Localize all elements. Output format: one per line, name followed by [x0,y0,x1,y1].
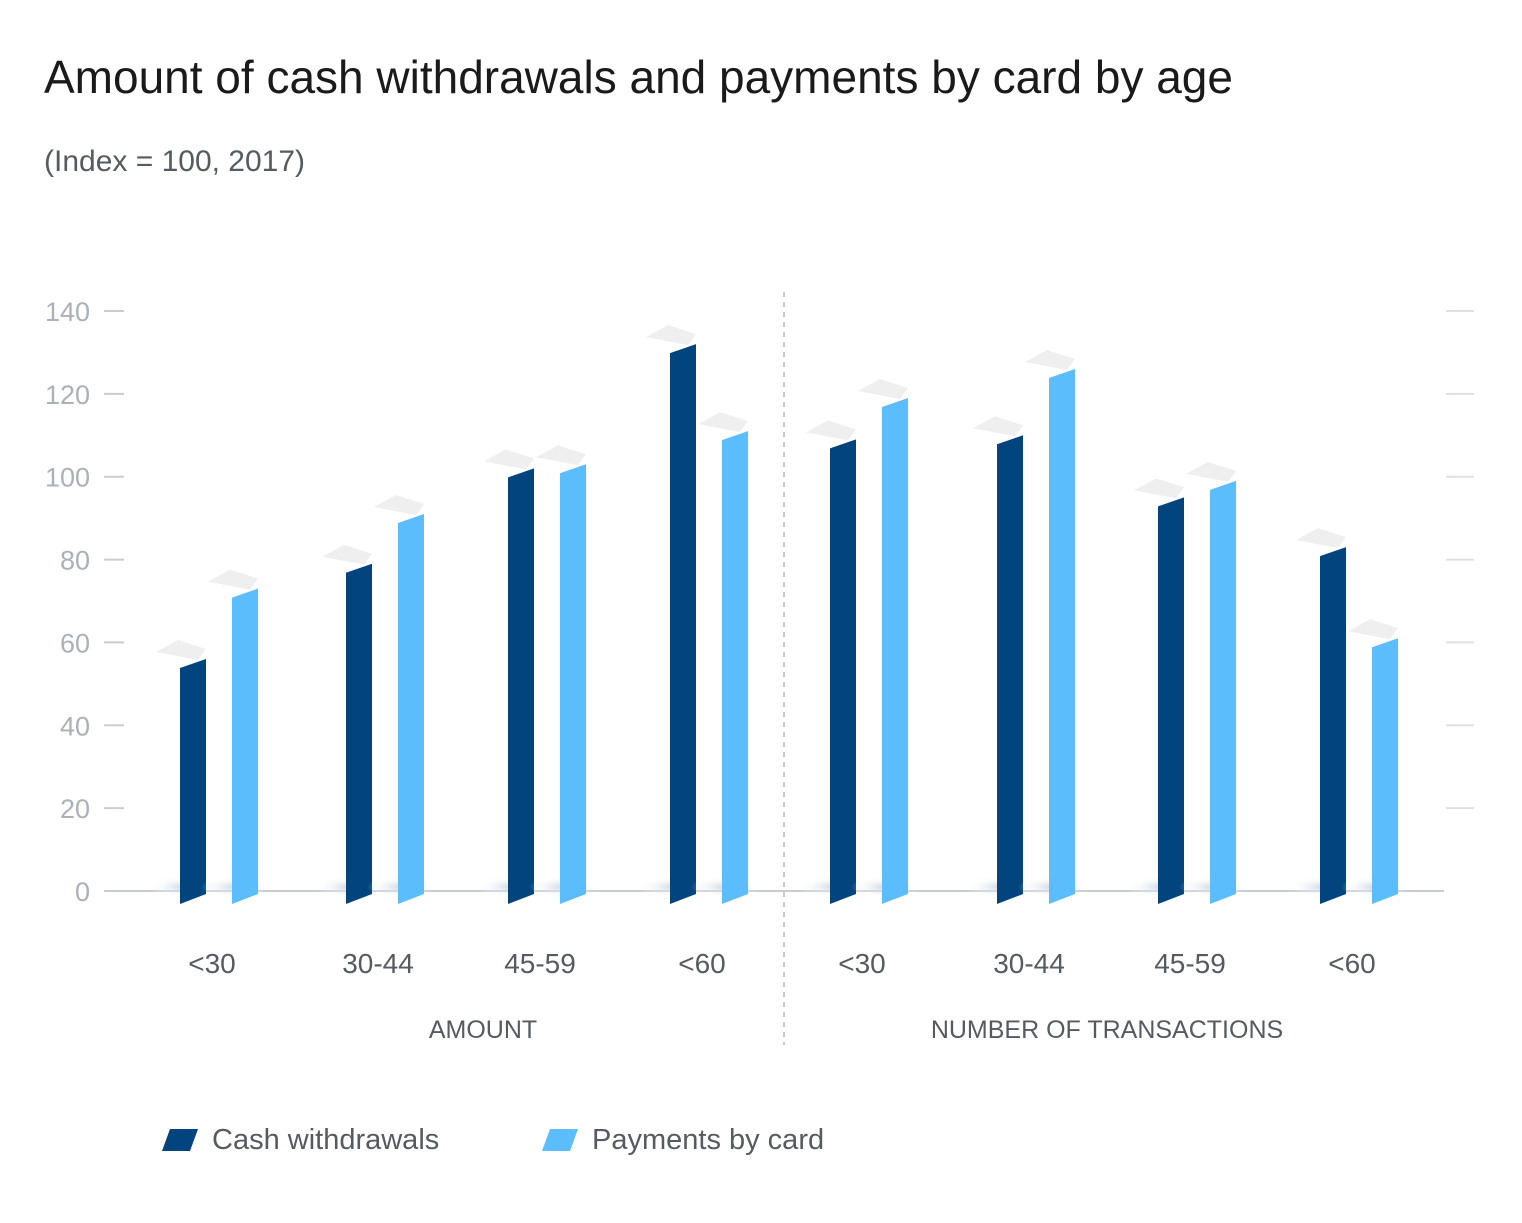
x-category-label: <60 [678,948,726,979]
y-tick-label: 40 [60,711,90,741]
bar-cap [858,379,908,399]
bar-cash-withdrawals [670,344,696,905]
bar-payments-by-card [722,431,748,904]
bar-cash-withdrawals [508,468,534,904]
chart-title: Amount of cash withdrawals and payments … [44,51,1233,103]
x-group-label: AMOUNT [429,1016,537,1044]
x-category-label: 30-44 [993,948,1065,979]
bar-cap [374,495,424,515]
y-tick-label: 140 [45,297,90,327]
bar-cap [646,325,696,346]
chart-subtitle: (Index = 100, 2017) [44,145,306,178]
bar-cap [973,416,1023,437]
x-category-label: <30 [838,948,886,979]
x-category-label: <60 [1328,948,1376,979]
bar-cap [1134,478,1184,499]
x-category-label: <30 [188,948,236,979]
bar-payments-by-card [560,464,586,904]
y-tick-label: 120 [45,380,90,410]
y-tick-label: 100 [45,463,90,493]
bar-cap [536,445,586,466]
bar-cap [1025,350,1075,370]
y-tick-label: 20 [60,794,90,824]
legend-label-payments-by-card: Payments by card [592,1123,825,1156]
x-category-label: 30-44 [342,948,414,979]
bar-cash-withdrawals [180,659,206,904]
bar-payments-by-card [398,514,424,904]
bar-cap [1296,528,1346,549]
bar-cap [208,569,258,590]
label-layer: 0 20 40 60 80 100 120 140 <30 30-44 45-59 <60 AMOUNT… [45,297,1376,1044]
x-category-label: 45-59 [504,948,576,979]
bar-cash-withdrawals [830,439,856,904]
bar-cap [698,412,748,433]
bar-payments-by-card [1049,369,1075,904]
y-tick-label: 60 [60,628,90,658]
bar-cap [484,449,534,470]
y-tick-label: 0 [75,877,90,907]
bar-cash-withdrawals [346,563,372,904]
x-group-label: NUMBER OF TRANSACTIONS [931,1016,1283,1044]
bar-cap [806,420,856,441]
bar-cash-withdrawals [1158,497,1184,904]
legend-swatch-cash-withdrawals [162,1129,198,1151]
bar-payments-by-card [1210,480,1236,904]
bar-cap [156,640,206,660]
legend-swatch-payments-by-card [542,1129,578,1151]
bar-layer [149,325,1409,905]
y-tick-label: 80 [60,546,90,576]
bar-cap [1348,619,1398,640]
legend-label-cash-withdrawals: Cash withdrawals [212,1123,440,1156]
bar-payments-by-card [882,398,908,904]
bar-payments-by-card [232,588,258,904]
axis-layer [104,292,1474,1045]
bar-cap [322,544,372,565]
legend-item-payments-by-card: Payments by card [542,1120,824,1160]
bar-cap [1186,461,1236,482]
bar-cash-withdrawals [997,435,1023,904]
legend-item-cash-withdrawals: Cash withdrawals [162,1120,439,1160]
x-category-label: 45-59 [1154,948,1226,979]
bar-payments-by-card [1372,638,1398,904]
bar-cash-withdrawals [1320,547,1346,904]
